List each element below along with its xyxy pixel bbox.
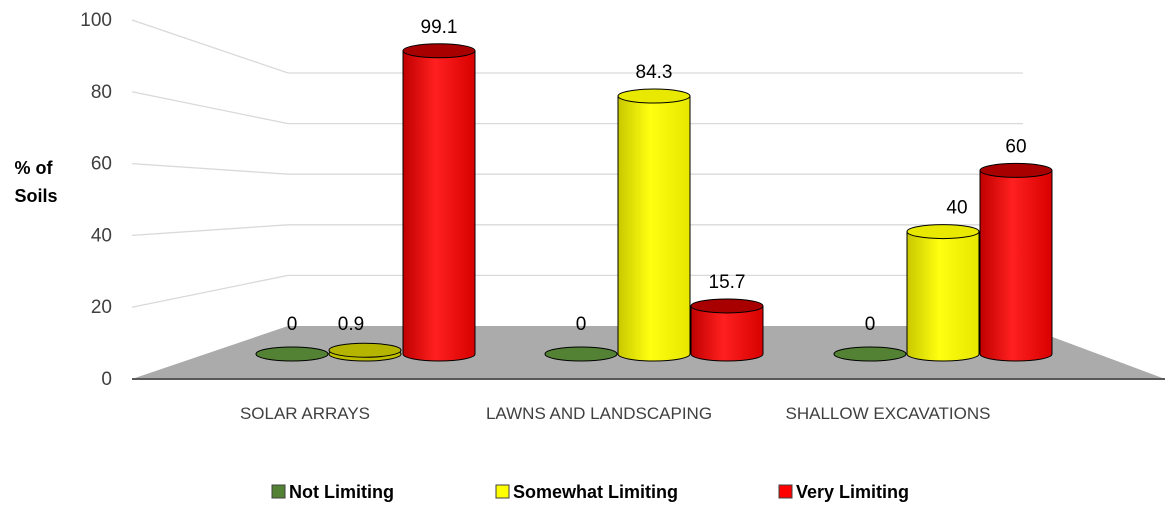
bar xyxy=(690,298,764,362)
bar xyxy=(544,346,618,362)
data-label: 0 xyxy=(576,314,587,335)
gridline xyxy=(131,162,1023,175)
legend-label: Very Limiting xyxy=(796,482,909,502)
legend-label: Somewhat Limiting xyxy=(513,482,678,502)
bar-top xyxy=(690,298,764,314)
bar-top xyxy=(906,224,980,240)
data-label: 0 xyxy=(287,314,298,335)
legend-swatch xyxy=(495,484,510,499)
gridline xyxy=(131,274,1023,308)
bar-top xyxy=(328,342,402,358)
data-label: 60 xyxy=(1005,136,1026,157)
legend-swatch xyxy=(271,484,286,499)
bar-body xyxy=(402,50,476,362)
bar-top xyxy=(979,162,1053,178)
bar-body xyxy=(979,169,1053,362)
data-label: 99.1 xyxy=(421,17,458,38)
bar xyxy=(255,346,329,362)
x-tick-label: SOLAR ARRAYS xyxy=(240,404,370,423)
y-tick-label: 100 xyxy=(80,10,112,31)
bar xyxy=(617,88,691,362)
bar-body xyxy=(617,95,691,362)
bar xyxy=(328,342,402,362)
bar xyxy=(833,346,907,362)
data-label: 0.9 xyxy=(338,314,364,335)
bar-disc xyxy=(544,346,618,362)
y-tick-label: 0 xyxy=(101,369,112,390)
data-label: 40 xyxy=(946,198,967,219)
y-tick-label: 60 xyxy=(91,154,112,175)
bar-disc xyxy=(833,346,907,362)
gridline xyxy=(131,224,1023,237)
legend: Not Limiting Somewhat Limiting Very Limiti… xyxy=(271,482,909,502)
x-tick-label: LAWNS AND LANDSCAPING xyxy=(486,404,712,423)
data-label: 15.7 xyxy=(709,272,746,293)
bar-top xyxy=(617,88,691,104)
bar xyxy=(979,162,1053,362)
bar-body xyxy=(690,305,764,362)
bar xyxy=(906,224,980,362)
y-axis-label: % of Soils xyxy=(14,158,57,206)
legend-label: Not Limiting xyxy=(289,482,394,502)
y-tick-label: 20 xyxy=(91,297,112,318)
gridline xyxy=(131,91,1023,125)
data-label: 84.3 xyxy=(636,62,673,83)
bar xyxy=(402,43,476,362)
bar-top xyxy=(402,43,476,59)
legend-swatch xyxy=(778,484,793,499)
x-tick-label: SHALLOW EXCAVATIONS xyxy=(786,404,991,423)
bar-disc xyxy=(255,346,329,362)
y-tick-label: 40 xyxy=(91,225,112,246)
bar-body xyxy=(906,231,980,362)
data-label: 0 xyxy=(865,314,876,335)
gridline xyxy=(131,19,1023,74)
y-tick-label: 80 xyxy=(91,82,112,103)
